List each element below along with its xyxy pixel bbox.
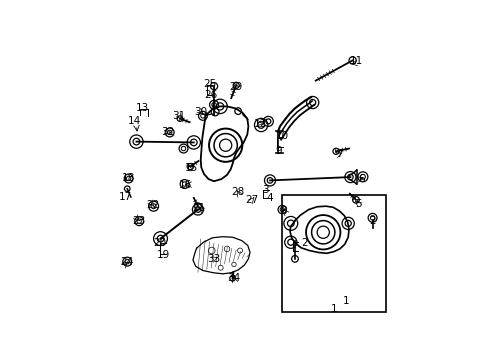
Text: 2: 2 xyxy=(368,216,375,226)
Text: 10: 10 xyxy=(275,131,288,141)
Text: 1: 1 xyxy=(330,304,336,314)
Text: 23: 23 xyxy=(132,216,145,226)
Text: 33: 33 xyxy=(207,254,220,264)
Text: 9: 9 xyxy=(274,146,281,156)
Text: 17: 17 xyxy=(119,192,132,202)
Text: 22: 22 xyxy=(146,201,160,210)
Text: 31: 31 xyxy=(172,111,185,121)
Text: 24: 24 xyxy=(121,257,134,267)
Text: 34: 34 xyxy=(227,273,240,283)
Text: 3: 3 xyxy=(262,185,268,195)
Text: 8: 8 xyxy=(280,206,286,216)
Text: 28: 28 xyxy=(231,187,244,197)
Text: 26: 26 xyxy=(204,90,218,100)
Text: 21: 21 xyxy=(192,203,205,213)
Text: 30: 30 xyxy=(194,107,207,117)
Text: 15: 15 xyxy=(184,163,197,173)
Text: 11: 11 xyxy=(348,56,362,66)
Text: 7: 7 xyxy=(335,149,342,159)
Bar xyxy=(281,195,386,311)
Text: 27: 27 xyxy=(245,195,258,205)
Text: 20: 20 xyxy=(153,238,166,248)
Text: 29: 29 xyxy=(229,82,243,92)
Text: 16: 16 xyxy=(179,180,192,190)
Text: 14: 14 xyxy=(128,116,141,126)
Text: 13: 13 xyxy=(136,103,149,113)
Text: 4: 4 xyxy=(266,193,273,203)
Text: 18: 18 xyxy=(122,174,135,184)
Text: 19: 19 xyxy=(156,250,169,260)
Text: 25: 25 xyxy=(203,79,216,89)
Text: 12: 12 xyxy=(253,118,266,129)
Text: 32: 32 xyxy=(161,127,174,137)
Text: 6: 6 xyxy=(357,174,364,184)
Text: 2: 2 xyxy=(301,238,307,248)
Text: 1: 1 xyxy=(342,296,349,306)
Text: 5: 5 xyxy=(355,199,361,209)
